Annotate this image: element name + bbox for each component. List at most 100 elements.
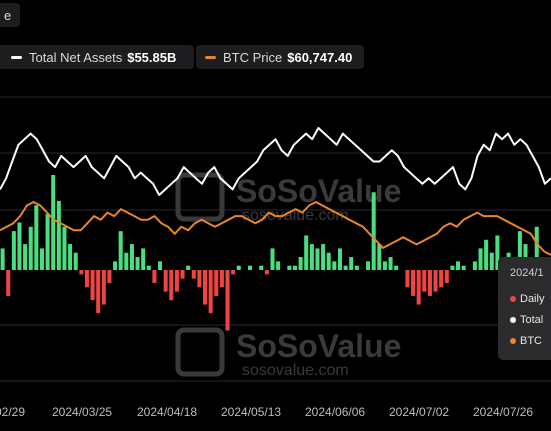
daily-flow-bar bbox=[287, 265, 292, 270]
daily-flow-bar bbox=[6, 270, 11, 296]
daily-flow-bar bbox=[11, 231, 16, 270]
daily-flow-bar bbox=[113, 261, 118, 270]
daily-flow-bar bbox=[394, 265, 399, 270]
daily-flow-bar bbox=[129, 244, 134, 270]
tooltip-date: 2024/1 bbox=[510, 267, 544, 279]
legend-total-value: $55.85B bbox=[127, 49, 177, 65]
daily-flow-bar bbox=[23, 244, 28, 270]
daily-flow-bar bbox=[107, 270, 112, 283]
line-swatch-icon bbox=[11, 55, 22, 59]
total-net-assets-line bbox=[0, 127, 551, 196]
daily-flow-bar bbox=[427, 270, 432, 296]
daily-flow-bar bbox=[169, 270, 174, 301]
legend-total-label: Total Net Assets bbox=[29, 49, 123, 65]
daily-flow-bar bbox=[444, 270, 449, 283]
daily-flow-bar bbox=[84, 270, 89, 288]
legend-partial[interactable]: e bbox=[0, 3, 20, 27]
daily-flow-bar bbox=[214, 270, 219, 296]
daily-flow-bar bbox=[186, 265, 191, 270]
watermark-url: sosovalue.com bbox=[242, 207, 349, 224]
daily-flow-bar bbox=[45, 213, 50, 270]
daily-flow-bar bbox=[90, 270, 95, 301]
daily-flow-bar bbox=[422, 270, 427, 292]
daily-flow-bar bbox=[146, 265, 151, 270]
legend-total-net-assets[interactable]: Total Net Assets $55.85B bbox=[0, 45, 194, 69]
daily-flow-bar bbox=[349, 257, 354, 270]
daily-flow-bar bbox=[309, 244, 314, 270]
daily-flow-bar bbox=[489, 252, 494, 270]
daily-flow-bar bbox=[326, 252, 331, 270]
daily-flow-bar bbox=[382, 261, 387, 270]
daily-flow-bar bbox=[208, 270, 213, 314]
daily-flow-bar bbox=[270, 248, 275, 270]
daily-flow-bar bbox=[96, 270, 101, 314]
daily-flow-bar bbox=[433, 270, 438, 292]
daily-flow-bar bbox=[174, 270, 179, 292]
daily-flow-bar bbox=[377, 244, 382, 270]
daily-flow-bar bbox=[456, 261, 461, 270]
line-swatch-icon bbox=[205, 55, 216, 59]
daily-flow-bar bbox=[292, 265, 297, 270]
daily-flow-bar bbox=[17, 222, 22, 270]
legend-bar: e Total Net Assets $55.85B BTC Price $60… bbox=[0, 0, 551, 69]
tooltip-label: Total bbox=[520, 314, 544, 326]
legend-btc-price[interactable]: BTC Price $60,747.40 bbox=[196, 45, 364, 69]
legend-partial-label: e bbox=[4, 7, 12, 23]
daily-flow-bar bbox=[439, 270, 444, 288]
daily-flow-bar bbox=[62, 226, 67, 270]
btc-price-line bbox=[0, 201, 551, 256]
daily-flow-bar bbox=[56, 200, 61, 270]
daily-flow-bar bbox=[219, 270, 224, 288]
daily-flow-bar bbox=[124, 252, 129, 270]
legend-btc-label: BTC Price bbox=[223, 49, 283, 65]
daily-flow-bar bbox=[343, 265, 348, 270]
daily-flow-bar bbox=[495, 235, 500, 270]
tooltip-row-daily: Daily bbox=[510, 293, 544, 305]
daily-flow-bar bbox=[461, 265, 466, 270]
daily-flow-bar bbox=[0, 248, 5, 270]
daily-flow-bar bbox=[264, 270, 269, 275]
dot-icon bbox=[510, 296, 516, 303]
daily-flow-bar bbox=[276, 261, 281, 270]
daily-flow-bar bbox=[39, 248, 44, 270]
daily-flow-bar bbox=[73, 252, 78, 270]
dot-icon bbox=[510, 338, 516, 345]
daily-flow-bar bbox=[315, 248, 320, 270]
daily-flow-bar bbox=[411, 270, 416, 296]
x-tick-label: 2024/07/26 bbox=[473, 405, 533, 419]
daily-flow-bar bbox=[298, 257, 303, 270]
x-axis: 02/29 2024/03/25 2024/04/18 2024/05/13 2024/… bbox=[0, 405, 533, 419]
daily-flow-bar bbox=[203, 270, 208, 305]
daily-flow-bar bbox=[225, 270, 230, 331]
daily-flow-bar bbox=[141, 248, 146, 270]
daily-flow-bar bbox=[79, 270, 84, 275]
daily-flow-bar bbox=[68, 244, 73, 270]
x-tick-label: 02/29 bbox=[0, 405, 25, 419]
daily-flow-bar bbox=[332, 261, 337, 270]
daily-flow-bar bbox=[534, 226, 539, 270]
daily-flow-bar bbox=[231, 270, 236, 275]
daily-flow-bar bbox=[517, 231, 522, 270]
logo-icon bbox=[175, 327, 225, 377]
daily-flow-bar bbox=[304, 235, 309, 270]
tooltip: 2024/1 Daily Total BTC bbox=[498, 257, 551, 360]
daily-flow-bar bbox=[191, 270, 196, 279]
tooltip-label: BTC bbox=[520, 335, 542, 347]
daily-flow-bar bbox=[135, 257, 140, 270]
watermark-brand: SoSoValue bbox=[236, 328, 401, 364]
daily-flow-bar bbox=[180, 270, 185, 279]
x-tick-label: 2024/06/06 bbox=[305, 405, 365, 419]
x-tick-label: 2024/07/02 bbox=[389, 405, 449, 419]
watermarks: SoSoValuesosovalue.comSoSoValuesosovalue… bbox=[175, 172, 401, 379]
logo-icon bbox=[175, 172, 225, 222]
series-lines bbox=[0, 127, 551, 256]
tooltip-row-total: Total bbox=[510, 314, 543, 326]
daily-flow-bar bbox=[337, 248, 342, 270]
daily-flow-bar bbox=[366, 261, 371, 270]
daily-flow-bar bbox=[371, 192, 376, 270]
daily-flow-bar bbox=[152, 270, 157, 283]
watermark-url: sosovalue.com bbox=[242, 362, 349, 379]
daily-flow-bar bbox=[158, 261, 163, 270]
daily-flow-bar bbox=[197, 270, 202, 288]
